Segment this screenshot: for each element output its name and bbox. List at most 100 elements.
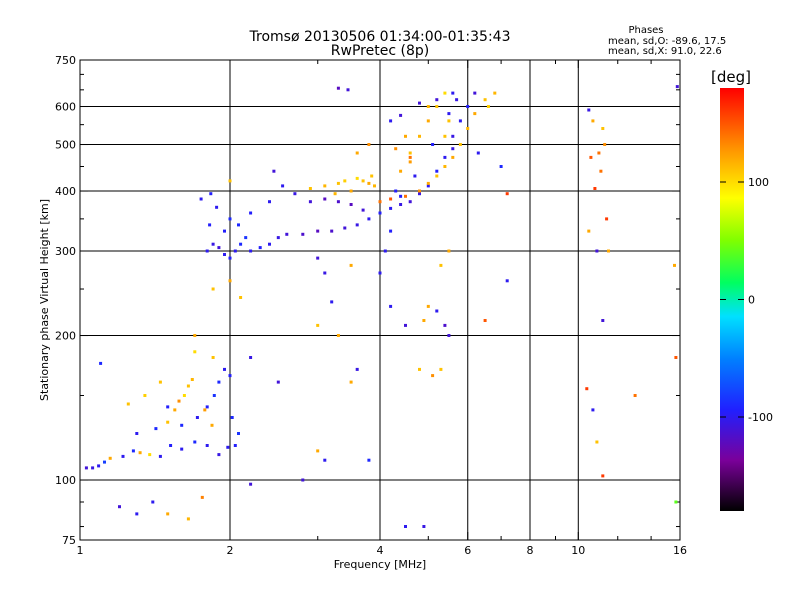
point-F-layer-O-25 <box>435 169 439 173</box>
point-F-layer-O-51 <box>455 98 459 102</box>
point-F-layer-X-18 <box>473 112 477 116</box>
point-F-layer-X-10 <box>404 194 407 198</box>
point-F-layer-O-50 <box>447 112 451 116</box>
point-scattered-52 <box>301 478 305 482</box>
point-low-layer-20 <box>173 408 177 412</box>
point-F-layer-X-0 <box>308 187 312 190</box>
point-scattered-41 <box>431 374 435 378</box>
point-low-layer-15 <box>226 445 230 449</box>
y-tick-label: 750 <box>55 54 76 67</box>
x-tick-label: 10 <box>571 544 585 557</box>
point-low-layer-1 <box>91 466 95 470</box>
point-F-layer-O-24 <box>426 184 430 188</box>
point-F-layer-O-20 <box>389 206 393 210</box>
x-axis-ticks: 1 2 4 6 8 10 16 <box>77 60 687 557</box>
point-F-layer-X-2 <box>336 181 340 185</box>
point-low-layer-17 <box>135 432 139 435</box>
point-low-layer-38 <box>230 416 234 419</box>
stats-line-x: mean, sd,X: 91.0, 22.6 <box>608 46 722 57</box>
point-scattered-6 <box>599 169 603 173</box>
point-F-layer-O-49 <box>431 143 435 146</box>
point-F-layer-X-29 <box>447 119 451 123</box>
data-points <box>84 85 679 528</box>
point-F-layer-X-13 <box>435 174 439 178</box>
point-low-layer-40 <box>99 361 103 365</box>
point-F-layer-O-39 <box>272 169 276 173</box>
point-F-layer-X-15 <box>451 155 455 159</box>
point-F-layer-X-32 <box>370 174 374 178</box>
point-low-layer-3 <box>103 460 106 464</box>
point-scattered-51 <box>422 525 426 528</box>
point-low-layer-43 <box>151 500 155 504</box>
point-F-layer-O-37 <box>249 211 253 215</box>
point-scattered-50 <box>404 525 407 528</box>
point-F-layer-O-42 <box>308 200 312 204</box>
point-scattered-35 <box>330 300 334 304</box>
colorbar-ticks: 100 0 -100 <box>720 176 773 424</box>
point-F-layer-O-15 <box>330 229 334 233</box>
y-tick-label: 100 <box>55 474 76 487</box>
point-F-layer-O-52 <box>473 91 477 95</box>
point-scattered-5 <box>603 143 607 146</box>
point-low-layer-21 <box>177 399 181 403</box>
point-low-layer-10 <box>169 444 173 447</box>
point-low-layer-0 <box>84 466 88 470</box>
colorbar-label: [deg] <box>711 68 751 86</box>
point-scattered-8 <box>605 217 609 221</box>
point-low-layer-25 <box>166 405 170 409</box>
x-tick-label: 16 <box>673 544 687 557</box>
point-F-layer-O-18 <box>367 217 371 221</box>
point-F-layer-O-45 <box>349 203 353 206</box>
point-scattered-10 <box>595 249 599 253</box>
point-scattered-3 <box>597 151 601 155</box>
point-F-layer-X-30 <box>349 189 353 193</box>
x-tick-label: 6 <box>464 544 471 557</box>
point-F-layer-O-6 <box>239 242 243 246</box>
point-low-layer-46 <box>118 505 121 509</box>
y-tick-label: 500 <box>55 139 76 152</box>
point-scattered-0 <box>587 108 591 112</box>
point-scattered-58 <box>193 334 197 337</box>
point-scattered-63 <box>378 271 382 275</box>
point-low-layer-26 <box>180 423 184 427</box>
point-F-layer-O-46 <box>361 208 365 212</box>
point-low-layer-19 <box>166 420 170 424</box>
point-F-layer-O-11 <box>276 236 280 240</box>
x-tick-label: 1 <box>77 544 84 557</box>
y-tick-label: 600 <box>55 101 76 114</box>
point-F-layer-X-14 <box>443 165 447 168</box>
point-scattered-2 <box>601 127 605 130</box>
x-tick-label: 8 <box>527 544 534 557</box>
point-scattered-28 <box>447 334 451 337</box>
point-low-layer-36 <box>203 408 207 412</box>
point-F-layer-O-29 <box>466 105 470 108</box>
point-F-layer-O-16 <box>343 226 347 230</box>
point-scattered-1 <box>591 119 595 123</box>
point-scattered-47 <box>316 449 320 453</box>
colorbar-tick-label: 100 <box>748 176 769 189</box>
point-low-layer-13 <box>205 444 209 447</box>
point-scattered-19 <box>674 356 678 359</box>
point-scattered-26 <box>483 319 487 322</box>
point-F-layer-X-11 <box>418 189 421 193</box>
point-scattered-21 <box>633 394 637 397</box>
point-low-layer-44 <box>166 512 170 516</box>
point-scattered-14 <box>591 408 595 412</box>
point-scattered-54 <box>239 296 243 299</box>
point-F-layer-X-12 <box>426 181 430 185</box>
point-F-layer-O-26 <box>443 155 447 159</box>
point-F-layer-O-35 <box>209 192 213 196</box>
point-F-layer-O-8 <box>249 249 253 253</box>
point-scattered-75 <box>404 134 407 138</box>
point-F-layer-O-0 <box>205 249 209 253</box>
point-low-layer-23 <box>186 384 190 388</box>
point-F-layer-X-5 <box>361 179 365 183</box>
point-scattered-27 <box>439 263 443 267</box>
point-low-layer-31 <box>223 367 226 371</box>
point-low-layer-24 <box>190 378 194 381</box>
point-F-layer-O-5 <box>233 249 237 253</box>
point-scattered-67 <box>418 101 421 105</box>
point-scattered-44 <box>355 367 359 371</box>
point-F-layer-O-17 <box>355 223 359 227</box>
